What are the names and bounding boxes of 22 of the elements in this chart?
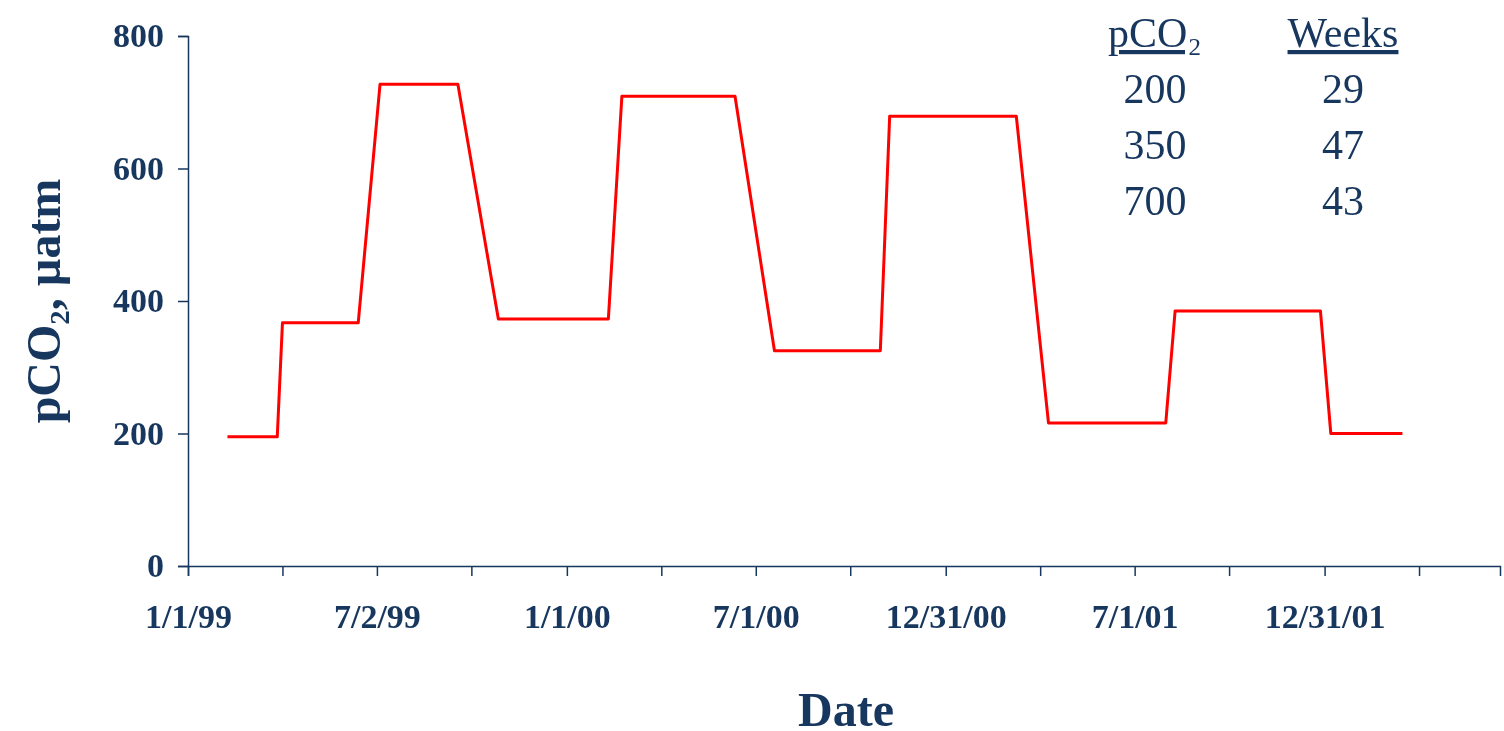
y-axis-title: pCO₂, µatm (17, 178, 70, 424)
x-tick-label: 1/1/99 (145, 598, 232, 636)
x-tick-label: 1/1/00 (523, 598, 611, 636)
y-tick-label: 400 (113, 282, 164, 320)
annotation: 200 (1123, 66, 1187, 112)
annotation: Weeks (1287, 10, 1399, 56)
x-tick-label: 7/1/01 (1091, 598, 1179, 636)
x-tick-label: 7/1/00 (712, 598, 800, 636)
annotation: pCO₂ (1108, 10, 1202, 56)
annotation: 29 (1322, 66, 1364, 112)
annotation: 350 (1123, 122, 1187, 168)
x-tick-label: 12/31/01 (1264, 598, 1386, 636)
y-tick-label: 200 (113, 414, 164, 452)
annotation: 47 (1322, 122, 1364, 168)
x-tick-label: 7/2/99 (333, 598, 421, 636)
annotation: 43 (1322, 178, 1364, 224)
annotation: 700 (1123, 178, 1187, 224)
x-axis-title: Date (798, 683, 894, 731)
y-tick-label: 0 (147, 547, 164, 585)
x-tick-label: 12/31/00 (885, 598, 1007, 636)
y-tick-label: 800 (113, 17, 164, 55)
y-tick-label: 600 (113, 149, 164, 187)
